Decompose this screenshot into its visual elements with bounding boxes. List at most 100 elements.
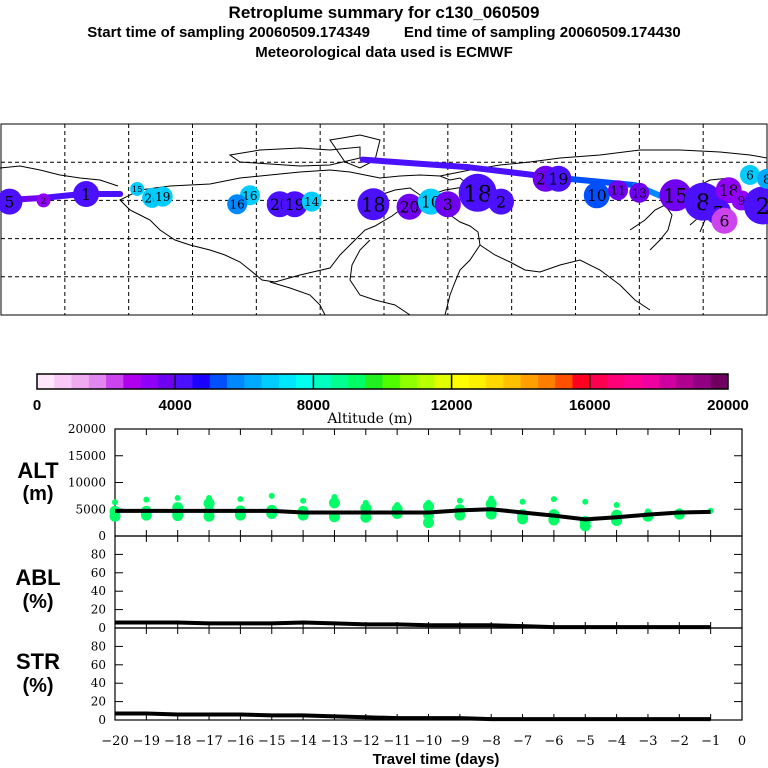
coast-arctic-islands [228, 146, 361, 167]
plume-point [608, 180, 629, 201]
str-panel-unit: (%) [22, 675, 53, 697]
str-line [115, 711, 711, 722]
colorbar-swatch [88, 374, 107, 389]
alt-panel-label: ALT [17, 458, 59, 483]
plume-point-label: 16 [230, 198, 245, 212]
x-tick-label: −10 [415, 734, 442, 749]
colorbar-swatch [399, 374, 418, 389]
colorbar-swatch [676, 374, 694, 389]
plume-point [434, 191, 461, 218]
plume-point [757, 168, 768, 189]
alt-y-tick-label: 15000 [68, 449, 106, 463]
alt-point [172, 510, 184, 522]
plume-point-label: 18 [463, 181, 492, 207]
colorbar-swatch [365, 374, 383, 389]
plume-point [281, 191, 308, 218]
colorbar-swatch [486, 374, 504, 389]
str-y-tick-label: 0 [98, 713, 106, 727]
colorbar-tick-label: 4000 [159, 397, 192, 414]
plume-point-label: 5 [5, 194, 15, 212]
colorbar-swatch [607, 374, 625, 389]
alt-point [109, 510, 121, 522]
colorbar-swatch [209, 374, 228, 389]
colorbar-swatch [313, 374, 332, 389]
colorbar-swatch [106, 374, 124, 389]
colorbar-swatch [468, 374, 487, 389]
plume-point [739, 164, 760, 185]
plume-point-label: 13 [632, 186, 647, 200]
abl-y-tick-label: 0 [98, 621, 106, 635]
alt-y-tick-label: 5000 [75, 502, 106, 516]
colorbar-swatch [123, 374, 142, 389]
alt-point [112, 499, 118, 506]
colorbar-swatch [537, 374, 556, 389]
x-tick-label: −13 [321, 734, 348, 749]
plume-point-label: 2 [755, 194, 768, 220]
x-tick-label: −15 [258, 734, 285, 749]
plume-point-label: 9 [738, 194, 746, 208]
colorbar-tick-label: 20000 [707, 397, 749, 414]
coast-west-africa [349, 239, 411, 316]
str-y-tick-label: 80 [91, 639, 106, 653]
alt-point [579, 520, 591, 532]
track-segment-eurasia [359, 156, 473, 171]
colorbar-swatch [451, 374, 470, 389]
time-series-panels: 0 5000 10000 15000 20000 0 20 40 60 80 0 20 40 60 80 −2… [68, 422, 746, 749]
colorbar-swatch [710, 374, 729, 389]
abl-panel-frame [114, 535, 743, 629]
plume-point-label: 10 [587, 187, 607, 205]
alt-point [143, 496, 150, 503]
altitude-colorbar: 0 4000 8000 12000 16000 20000 [33, 373, 749, 414]
alt-point [550, 496, 557, 503]
str-y-tick-label: 20 [91, 695, 106, 709]
plume-point-label: 6 [719, 213, 729, 231]
alt-mean-line [115, 507, 711, 522]
plume-point-label: 19 [285, 196, 305, 214]
alt-point [456, 497, 463, 504]
x-axis-label: Travel time (days) [373, 751, 500, 768]
alt-point [360, 511, 372, 523]
plume-point-label: 15 [663, 185, 687, 208]
abl-y-tick-label: 20 [91, 603, 106, 617]
alt-point [517, 513, 529, 525]
plume-point [396, 193, 423, 220]
colorbar-swatch [382, 374, 401, 389]
alt-panel-unit: (m) [22, 483, 53, 505]
plume-point [152, 186, 173, 207]
colorbar-swatch [658, 374, 677, 389]
map-panel: 5211520191616201914182010318220191011131… [0, 123, 768, 316]
alt-point [174, 495, 181, 502]
str-y-tick-label: 60 [91, 658, 106, 672]
end-time-label: End time of sampling 20060509.174430 [403, 24, 681, 41]
plume-point-label: 16 [242, 189, 257, 203]
plume-point-label: 20 [400, 199, 420, 217]
alt-point [613, 501, 620, 508]
coast-south-asia [479, 244, 651, 311]
abl-y-tick-label: 80 [91, 547, 106, 561]
x-tick-label: −19 [133, 734, 160, 749]
colorbar-swatch [192, 374, 211, 389]
alt-point [203, 510, 215, 522]
colorbar-swatch [589, 374, 608, 389]
colorbar-swatch [503, 374, 522, 389]
x-tick-label: −17 [195, 734, 222, 749]
plume-points: 5211520191616201914182010318220191011131… [0, 164, 768, 234]
alt-point [237, 496, 244, 503]
plume-point-label: 15 [132, 184, 143, 194]
plume-point [545, 165, 572, 192]
alt-y-tick-label: 10000 [68, 476, 106, 490]
str-panel-frame [114, 627, 743, 721]
plume-point-label: 6 [746, 168, 754, 182]
colorbar-swatch [37, 374, 55, 389]
coast-south-america [269, 281, 326, 316]
colorbar-swatch [140, 374, 159, 389]
plume-point-label: 1 [81, 186, 91, 204]
x-tick-label: −7 [513, 734, 532, 749]
abl-panel-unit: (%) [22, 591, 53, 613]
coast-europe-africa [369, 187, 481, 316]
colorbar-label: Altitude (m) [326, 411, 412, 427]
plume-point-label: 3 [443, 196, 453, 214]
x-tick-label: −12 [352, 734, 379, 749]
alt-point [328, 497, 340, 509]
x-tick-label: −18 [164, 734, 191, 749]
